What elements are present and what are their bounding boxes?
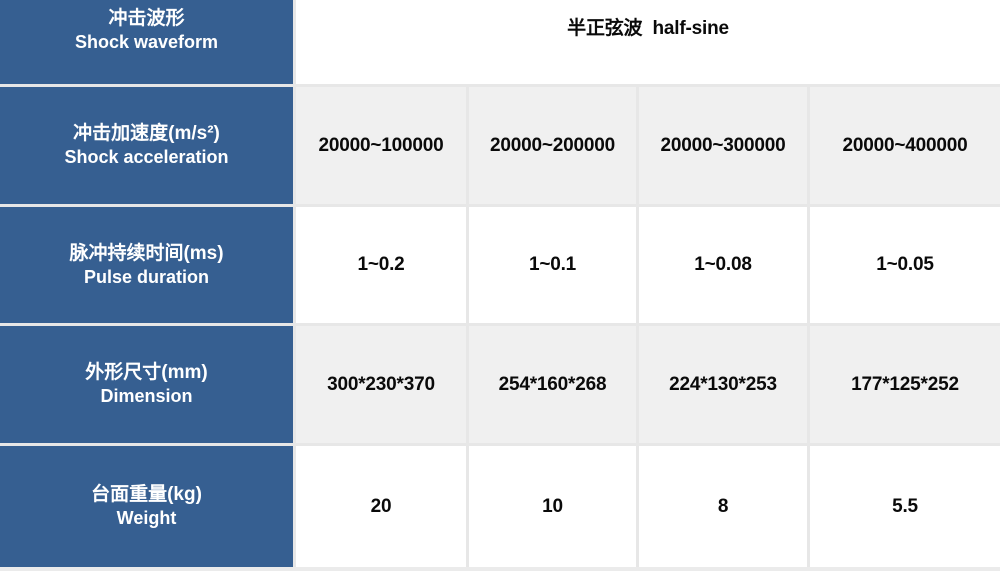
pulse-duration-value-cell: 1~0.05 [810, 207, 1000, 323]
dimension-value-cell: 254*160*268 [469, 326, 636, 443]
row-header-pulse-duration: 脉冲持续时间(ms) Pulse duration [0, 207, 293, 323]
dimension-value-cell: 177*125*252 [810, 326, 1000, 443]
row-header-shock-acceleration: 冲击加速度(m/s²) Shock acceleration [0, 87, 293, 204]
row-header-dimension-zh: 外形尺寸(mm) [85, 362, 208, 384]
weight-value-cell: 10 [469, 446, 636, 567]
row-header-weight-zh: 台面重量(kg) [91, 484, 202, 506]
row-header-pulse-duration-en: Pulse duration [83, 266, 209, 287]
row-header-weight-en: Weight [116, 508, 177, 529]
dimension-value-cell: 224*130*253 [639, 326, 807, 443]
row-header-shock-waveform-zh: 冲击波形 [108, 8, 185, 29]
waveform-value-cell: 半正弦波 half-sine [296, 0, 1000, 84]
row-header-dimension-en: Dimension [100, 386, 193, 407]
acceleration-value-cell: 20000~200000 [469, 87, 636, 204]
row-header-weight: 台面重量(kg) Weight [0, 446, 293, 567]
row-header-shock-acceleration-en: Shock acceleration [64, 147, 229, 168]
pulse-duration-value-cell: 1~0.08 [639, 207, 807, 323]
row-header-pulse-duration-zh: 脉冲持续时间(ms) [69, 242, 224, 264]
weight-value-cell: 8 [639, 446, 807, 567]
pulse-duration-value-cell: 1~0.2 [296, 207, 466, 323]
dimension-value-cell: 300*230*370 [296, 326, 466, 443]
acceleration-value-cell: 20000~300000 [639, 87, 807, 204]
row-header-dimension: 外形尺寸(mm) Dimension [0, 326, 293, 443]
row-header-shock-waveform: 冲击波形 Shock waveform [0, 0, 293, 84]
pulse-duration-value-cell: 1~0.1 [469, 207, 636, 323]
weight-value-cell: 20 [296, 446, 466, 567]
acceleration-value-cell: 20000~100000 [296, 87, 466, 204]
row-header-shock-acceleration-zh: 冲击加速度(m/s²) [73, 123, 220, 145]
weight-value-cell: 5.5 [810, 446, 1000, 567]
row-header-shock-waveform-en: Shock waveform [74, 31, 219, 52]
acceleration-value-cell: 20000~400000 [810, 87, 1000, 204]
